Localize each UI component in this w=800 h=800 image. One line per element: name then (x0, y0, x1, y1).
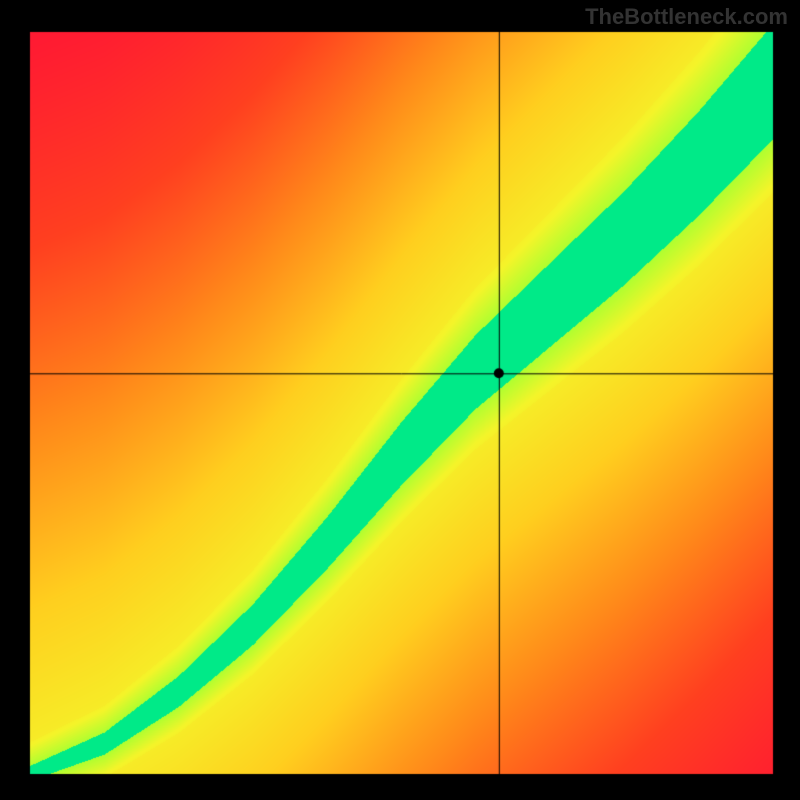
attribution-text: TheBottleneck.com (585, 4, 788, 30)
chart-container: TheBottleneck.com (0, 0, 800, 800)
bottleneck-heatmap (0, 0, 800, 800)
